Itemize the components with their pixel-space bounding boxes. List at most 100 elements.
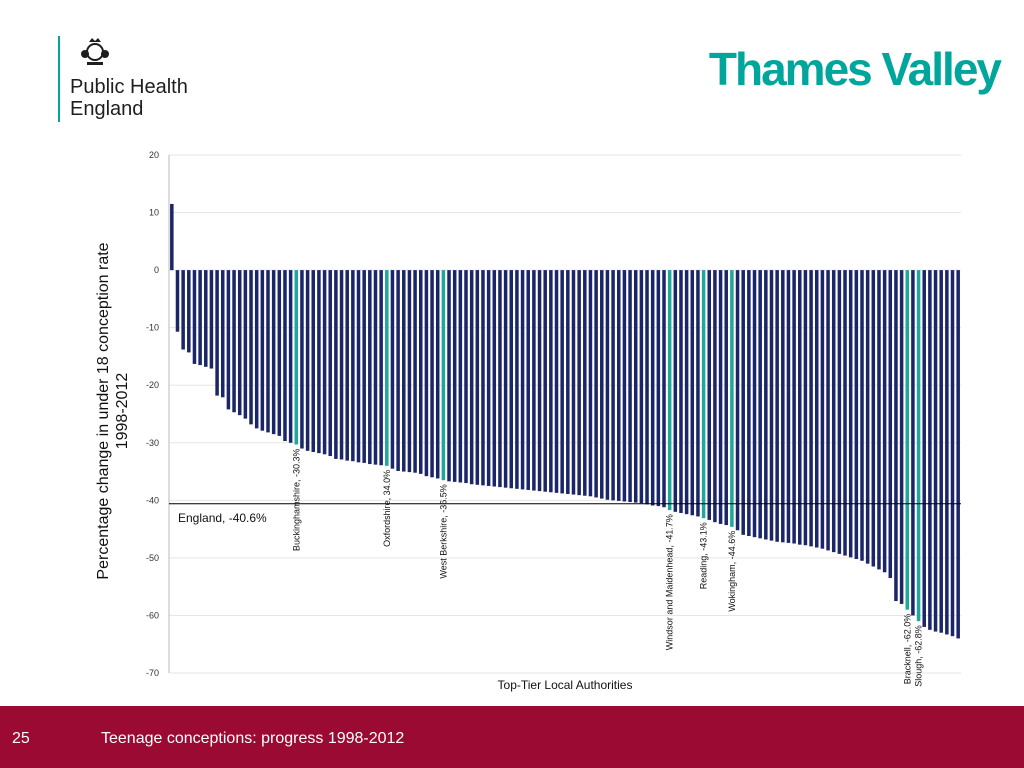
royal-crest-icon: [81, 38, 109, 65]
bar-annotation: Buckinghamshire, -30.3%: [291, 449, 301, 552]
bar: [277, 270, 282, 436]
reference-line-label: England, -40.6%: [178, 511, 267, 525]
bar: [769, 270, 774, 541]
bar: [577, 270, 581, 496]
bar: [543, 270, 547, 492]
bar-annotation: Windsor and Maidenhead, -41.7%: [665, 514, 675, 650]
bar: [605, 270, 610, 500]
bar: [322, 270, 327, 455]
bar: [435, 270, 440, 479]
bar: [237, 270, 242, 416]
bar: [628, 270, 632, 503]
y-tick-label: -10: [146, 323, 159, 333]
bar: [877, 270, 881, 570]
bar: [220, 270, 225, 398]
bar: [356, 270, 361, 463]
bar: [175, 270, 180, 332]
bar: [368, 270, 372, 465]
bar-annotation: Slough, -62.8%: [914, 625, 924, 687]
bar-highlighted: [905, 270, 910, 610]
bar: [939, 270, 943, 633]
bar: [600, 270, 604, 499]
bar: [209, 270, 214, 369]
bar: [911, 270, 915, 616]
y-tick-label: -30: [146, 438, 159, 448]
bar: [198, 270, 202, 366]
bar: [226, 270, 231, 410]
bar: [803, 270, 808, 546]
bar: [583, 270, 587, 496]
bar: [696, 270, 700, 517]
bar: [254, 270, 259, 429]
bar: [396, 270, 400, 471]
bar: [288, 270, 293, 443]
page-number: 25: [12, 730, 30, 747]
bar: [373, 270, 378, 465]
bar: [486, 270, 491, 486]
bar: [215, 270, 219, 396]
bar: [549, 270, 553, 493]
bar: [950, 270, 955, 637]
bar: [413, 270, 417, 473]
bar: [509, 270, 514, 489]
bar: [673, 270, 678, 512]
y-tick-label: 20: [149, 150, 159, 160]
bar: [831, 270, 836, 553]
bar-highlighted: [667, 270, 672, 511]
bar: [532, 270, 536, 491]
bar: [170, 203, 174, 271]
bar: [747, 270, 751, 537]
bar: [243, 270, 248, 419]
bar: [181, 270, 185, 350]
bar: [792, 270, 796, 544]
bar: [537, 270, 542, 492]
bar: [758, 270, 762, 539]
bar: [469, 270, 474, 485]
bar-highlighted: [385, 270, 389, 466]
bar: [492, 270, 497, 487]
bar: [713, 270, 717, 523]
bar: [865, 270, 870, 564]
bar: [622, 270, 627, 502]
y-tick-label: -70: [146, 668, 159, 678]
bar: [424, 270, 429, 477]
footer-text: Teenage conceptions: progress 1998-2012: [101, 730, 405, 747]
logo-wordmark: Public Health England: [70, 76, 188, 120]
bar: [922, 270, 926, 627]
bar: [515, 270, 519, 489]
bar: [871, 270, 876, 567]
bar: [503, 270, 508, 488]
bar: [475, 270, 480, 485]
bar: [656, 270, 661, 507]
bar: [464, 270, 468, 484]
bar: [633, 270, 638, 503]
bar: [554, 270, 559, 493]
bar: [775, 270, 779, 542]
bar-annotation: Reading, -43.1%: [699, 522, 709, 589]
bar: [311, 270, 316, 452]
bar: [481, 270, 485, 486]
bar: [820, 270, 825, 549]
bar: [611, 270, 615, 501]
bar: [616, 270, 621, 501]
bar: [888, 270, 893, 579]
footer-bar: 25 Teenage conceptions: progress 1998-20…: [0, 706, 1024, 768]
x-axis-label: Top-Tier Local Authorities: [498, 678, 633, 692]
bar: [430, 270, 434, 478]
bar: [339, 270, 344, 460]
bar-annotation: West Berkshire, -36.5%: [438, 484, 448, 578]
bar: [187, 270, 191, 353]
bar: [860, 270, 864, 561]
bar: [786, 270, 791, 543]
bar: [735, 270, 740, 531]
bar: [843, 270, 847, 556]
bar: [334, 270, 338, 459]
bar: [707, 270, 712, 520]
bar: [826, 270, 830, 551]
bar: [498, 270, 502, 488]
bar: [662, 270, 666, 508]
bar: [781, 270, 785, 543]
bar-highlighted: [701, 270, 706, 519]
bar: [764, 270, 768, 540]
